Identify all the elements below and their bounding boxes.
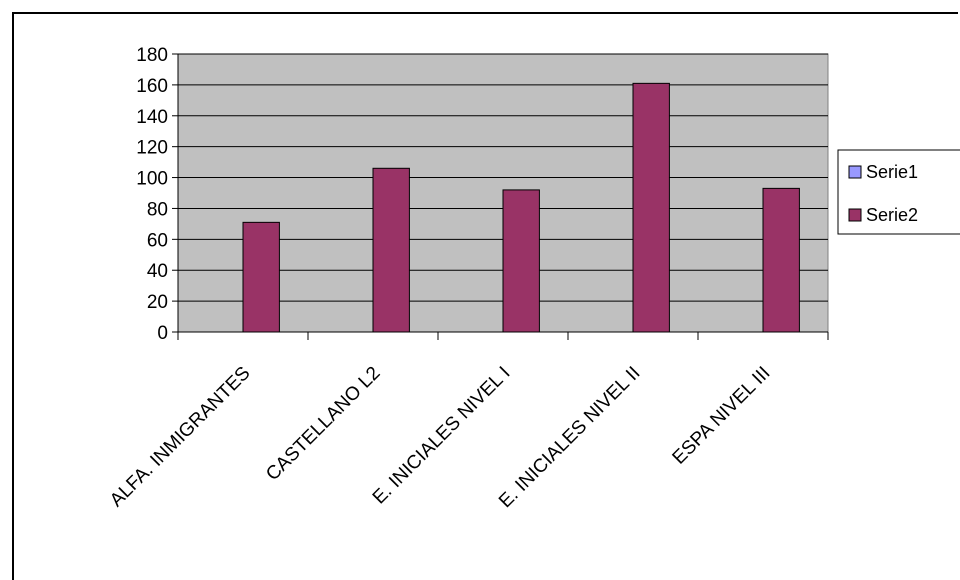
gridlines	[178, 53, 828, 302]
legend-swatch-serie2	[848, 208, 862, 222]
x-category-label-0: ALFA. INMIGRANTES	[106, 363, 254, 511]
y-tick-label-100: 100	[136, 169, 168, 190]
x-category-label-4: ESPA NIVEL III	[669, 363, 775, 469]
y-tick-labels: 0 20 40 60 80 100 120 140 160 180	[136, 45, 178, 344]
bar-serie2-4	[762, 187, 800, 333]
bar-serie2-3	[632, 82, 670, 333]
y-tick-label-140: 140	[136, 107, 168, 128]
x-category-label-3: E. INICIALES NIVEL II	[495, 363, 644, 512]
bar-serie2-0	[242, 221, 280, 333]
y-tick-label-40: 40	[147, 261, 168, 282]
y-tick-label-80: 80	[147, 199, 168, 220]
x-category-label-1: CASTELLANO L2	[262, 363, 384, 485]
y-tick-label-0: 0	[157, 323, 168, 344]
bar-serie2-1	[372, 167, 410, 333]
y-tick-label-20: 20	[147, 292, 168, 313]
y-tick-label-60: 60	[147, 230, 168, 251]
legend-label-serie1: Serie1	[866, 162, 918, 182]
y-tick-label-160: 160	[136, 76, 168, 97]
x-category-labels: ALFA. INMIGRANTES CASTELLANO L2E. INICIAL…	[106, 363, 774, 512]
x-category-label-2: E. INICIALES NIVEL I	[369, 363, 515, 509]
legend: Serie1 Serie2	[837, 149, 960, 235]
bar-serie2-2	[502, 189, 540, 333]
axes	[177, 54, 829, 340]
bars	[242, 82, 800, 333]
legend-swatch-serie1	[848, 165, 862, 179]
y-tick-label-120: 120	[136, 138, 168, 159]
y-tick-label-180: 180	[136, 45, 168, 66]
legend-label-serie2: Serie2	[866, 205, 918, 225]
